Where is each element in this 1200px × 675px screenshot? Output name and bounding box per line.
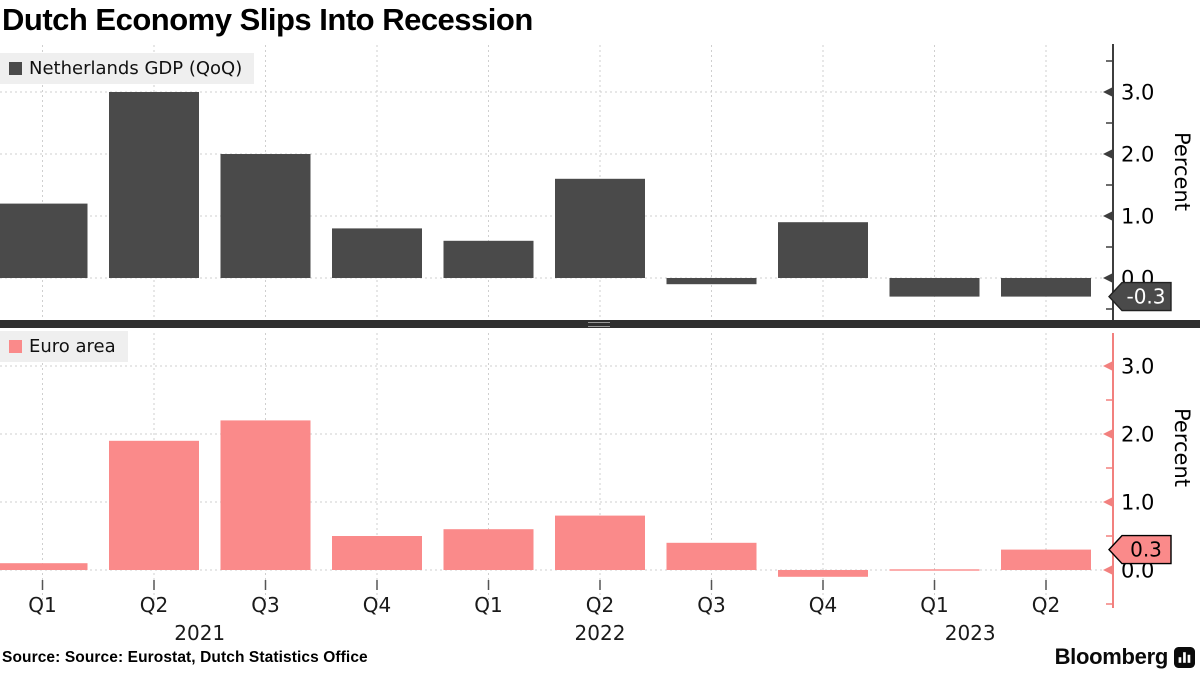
bar-2022-q4 [778, 570, 868, 577]
last-value-tag: -0.3 [1108, 281, 1172, 312]
legend-netherlands: Netherlands GDP (QoQ) [0, 53, 255, 84]
y-tick-label: 2.0 [1121, 143, 1154, 167]
x-tick-label: Q1 [28, 593, 56, 617]
x-tick-label: Q3 [697, 593, 725, 617]
major-tick-arrow-icon [1103, 149, 1113, 159]
euro-area-legend-swatch-icon [9, 340, 22, 353]
bloomberg-wordmark: Bloomberg [1054, 644, 1169, 669]
bar-2023-q1 [889, 278, 980, 297]
top-y-axis-title: Percent [1170, 132, 1194, 212]
y-tick-label: 3.0 [1121, 355, 1154, 379]
legend-euro-area: Euro area [0, 331, 128, 362]
bar-2022-q2 [555, 515, 645, 570]
bottom-y-axis-title: Percent [1170, 408, 1194, 488]
x-year-label: 2023 [945, 621, 996, 645]
panel-splitter-handle[interactable] [588, 322, 610, 327]
legend-netherlands-label: Netherlands GDP (QoQ) [29, 58, 243, 79]
major-tick-arrow-icon [1103, 565, 1113, 575]
bar-2021-q2 [109, 92, 199, 278]
x-tick-label: Q1 [920, 593, 948, 617]
bar-2022-q4 [778, 222, 868, 278]
x-tick-label: Q1 [474, 593, 502, 617]
x-year-label: 2021 [174, 621, 225, 645]
bloomberg-logo-icon [1174, 646, 1195, 668]
bloomberg-brand: Bloomberg [1055, 644, 1195, 670]
last-value-tag-label: -0.3 [1126, 285, 1165, 309]
x-year-label: 2022 [575, 621, 626, 645]
bar-2022-q3 [666, 278, 757, 285]
major-tick-arrow-icon [1103, 497, 1113, 507]
major-tick-arrow-icon [1103, 429, 1113, 439]
last-value-tag-label: 0.3 [1130, 538, 1162, 562]
bar-2021-q4 [332, 536, 422, 570]
x-tick-label: Q3 [251, 593, 279, 617]
bar-2022-q2 [555, 178, 645, 278]
y-tick-label: 2.0 [1121, 423, 1154, 447]
last-value-tag: 0.3 [1108, 534, 1172, 565]
netherlands-legend-swatch-icon [9, 62, 22, 75]
y-tick-label: 3.0 [1121, 81, 1154, 105]
x-tick-label: Q4 [363, 593, 391, 617]
major-tick-arrow-icon [1103, 87, 1113, 97]
bar-2021-q3 [220, 154, 311, 278]
x-tick-label: Q2 [586, 593, 614, 617]
x-tick-label: Q2 [1032, 593, 1060, 617]
x-tick-label: Q2 [140, 593, 168, 617]
bar-2021-q1 [0, 563, 88, 570]
bar-2021-q2 [109, 440, 199, 570]
bar-2021-q4 [332, 228, 422, 278]
netherlands-gdp-plot: 3.02.01.00.0-0.3 [0, 44, 1172, 321]
y-tick-label: 1.0 [1121, 205, 1154, 229]
source-attribution: Source: Source: Eurostat, Dutch Statisti… [2, 649, 368, 666]
y-tick-label: 1.0 [1121, 491, 1154, 515]
legend-euro-area-label: Euro area [29, 336, 116, 357]
bar-2022-q3 [666, 542, 757, 570]
chart-title: Dutch Economy Slips Into Recession [2, 2, 533, 37]
major-tick-arrow-icon [1103, 211, 1113, 221]
bar-2023-q2 [1001, 278, 1091, 297]
x-tick-label: Q4 [809, 593, 837, 617]
bar-2022-q1 [443, 240, 534, 278]
bar-2023-q1 [889, 569, 980, 571]
bar-2022-q1 [443, 529, 534, 570]
bar-2021-q3 [220, 420, 311, 570]
major-tick-arrow-icon [1103, 361, 1113, 371]
major-tick-arrow-icon [1103, 273, 1113, 283]
panel-divider [0, 320, 1200, 328]
bar-2021-q1 [0, 203, 88, 278]
bar-2023-q2 [1001, 549, 1091, 570]
